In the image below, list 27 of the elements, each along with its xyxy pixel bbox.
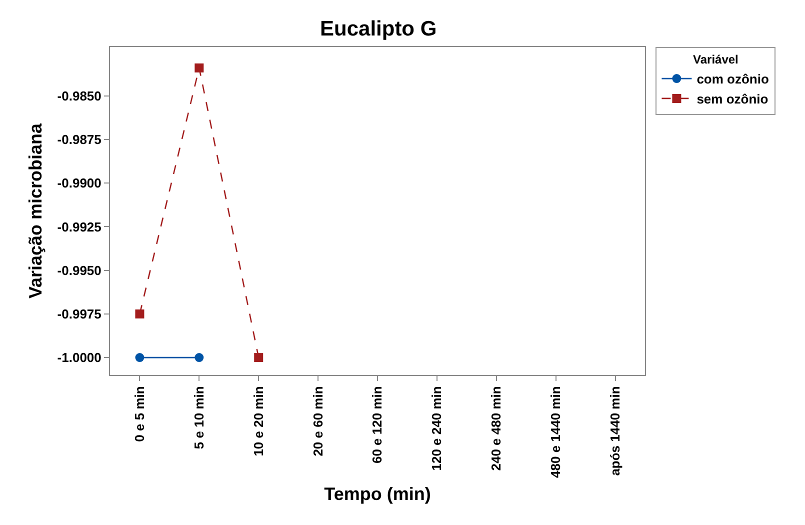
x-tick-label: 10 e 20 min: [250, 386, 266, 456]
point: [194, 63, 204, 72]
point: [194, 353, 204, 362]
y-tick-label: -0.9975: [57, 306, 102, 322]
y-axis-title: Variação microbiana: [26, 122, 46, 299]
legend-title: Variável: [693, 52, 738, 67]
point: [135, 309, 144, 318]
x-tick-label: 60 e 120 min: [370, 386, 385, 464]
x-axis-title: Tempo (min): [324, 484, 431, 504]
x-tick-label: após 1440 min: [608, 386, 623, 476]
x-tick-label: 20 e 60 min: [310, 386, 326, 456]
x-tick-label: 0 e 5 min: [132, 386, 147, 442]
legend-label: com ozônio: [696, 72, 769, 87]
x-tick-label: 5 e 10 min: [191, 386, 206, 450]
y-tick-label: -1.0000: [57, 350, 102, 366]
legend-label: sem ozônio: [696, 92, 768, 107]
y-tick-label: -0.9900: [57, 176, 102, 191]
point: [135, 353, 144, 362]
y-tick-label: -0.9925: [57, 219, 102, 234]
point: [254, 353, 264, 362]
y-tick-label: -0.9850: [57, 88, 102, 104]
chart-title: Eucalipto G: [320, 18, 437, 41]
x-tick-label: 480 e 1440 min: [548, 386, 564, 478]
x-tick-label: 240 e 480 min: [488, 386, 504, 471]
x-tick-label: 120 e 240 min: [429, 386, 444, 471]
y-tick-label: -0.9875: [57, 132, 102, 148]
y-tick-label: -0.9950: [57, 262, 102, 278]
